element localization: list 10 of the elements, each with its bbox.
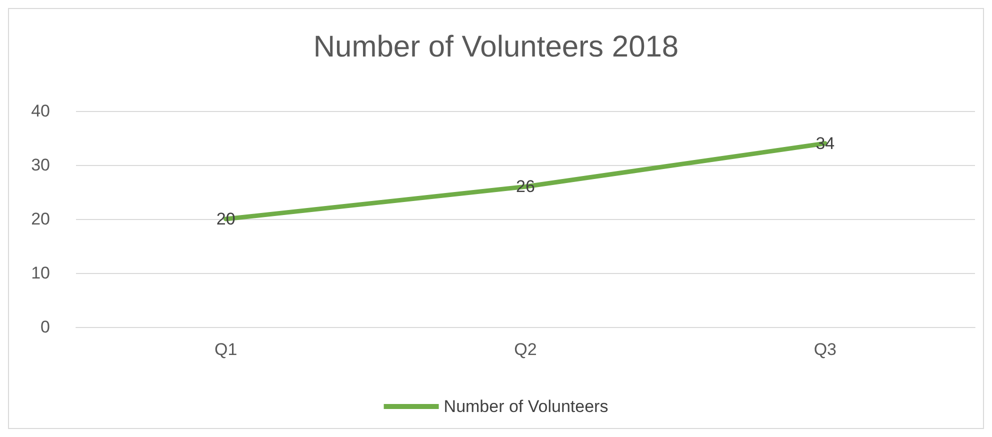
x-tick-label: Q2 <box>514 340 537 359</box>
chart-title: Number of Volunteers 2018 <box>313 30 679 64</box>
x-tick-label: Q3 <box>814 340 837 359</box>
x-tick-label: Q1 <box>214 340 238 359</box>
y-tick-label: 0 <box>40 318 50 336</box>
y-tick-label: 10 <box>31 264 50 282</box>
legend-label: Number of Volunteers <box>444 397 608 416</box>
y-tick-label: 20 <box>31 210 50 228</box>
y-tick-label: 40 <box>31 102 50 120</box>
y-tick-label: 30 <box>31 156 50 174</box>
